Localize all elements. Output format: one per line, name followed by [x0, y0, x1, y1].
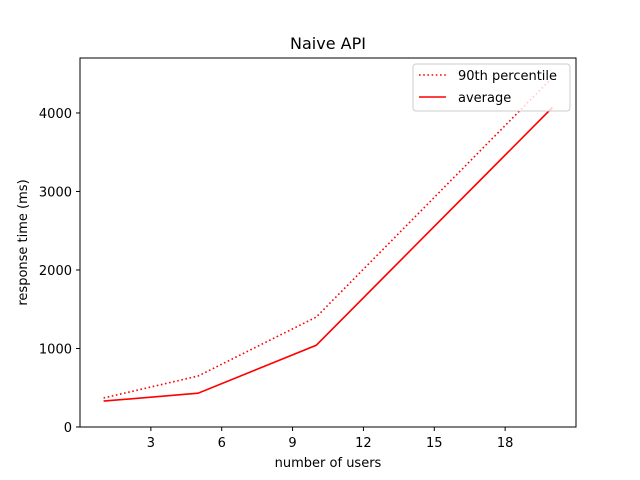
y-tick-label: 0 [64, 421, 72, 436]
y-tick-label: 2000 [39, 264, 72, 279]
plot-area-frame [79, 57, 577, 428]
y-tick-label: 1000 [39, 342, 72, 357]
x-tick-label: 9 [288, 436, 296, 451]
legend-label-90th-percentile: 90th percentile [458, 69, 557, 84]
legend: 90th percentile average [412, 63, 571, 112]
x-tick-label: 18 [497, 436, 514, 451]
x-tick-label: 15 [426, 436, 443, 451]
x-tick-label: 6 [218, 436, 226, 451]
y-tick-label: 4000 [39, 107, 72, 122]
chart-title: Naive API [290, 34, 366, 53]
legend-label-average: average [458, 91, 511, 106]
x-axis-label: number of users [275, 456, 382, 471]
legend-box [412, 63, 571, 112]
x-tick-label: 12 [355, 436, 372, 451]
y-axis-label: response time (ms) [16, 179, 31, 305]
y-tick-label: 3000 [39, 185, 72, 200]
x-tick-label: 3 [147, 436, 155, 451]
x-axis-ticks: 3 6 9 12 15 18 [147, 427, 514, 451]
plot-lines [103, 77, 553, 402]
series-line-average [103, 106, 553, 402]
y-axis-ticks: 0 1000 2000 3000 4000 [39, 107, 80, 436]
